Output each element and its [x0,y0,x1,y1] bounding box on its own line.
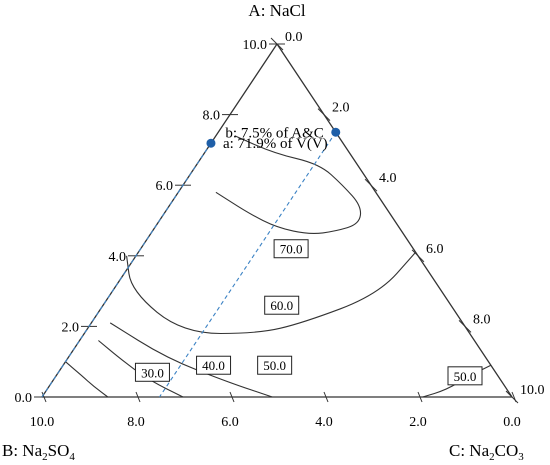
contour-label-box [134,362,170,382]
right-axis-tick [458,320,472,333]
contour-label-box [257,355,293,375]
right-axis-tick-label: 6.0 [426,242,444,257]
b-axis-tick [229,391,235,403]
dashed-guides [41,131,337,398]
contours: 70.0 60.0 50.0 50.0 40.0 30.0 [65,135,492,398]
contour-label: 50.0 [263,358,286,373]
dashed-guide-line [41,142,212,398]
b-axis-tick-label: 6.0 [221,415,239,430]
b-axis-tick [417,391,423,403]
right-axis-tick-label: 2.0 [332,101,350,116]
b-axis-tick [323,391,329,403]
vertex-label-A: A: NaCl [248,1,305,20]
left-axis-tick-label: 6.0 [156,179,174,194]
contour-label-box [447,366,483,386]
left-axis-tick-label: 0.0 [15,391,33,406]
right-axis-tick [270,37,284,51]
left-axis-tick-label: 10.0 [243,38,268,53]
left-axis-tick-label: 4.0 [109,250,127,265]
left-axis-tick-label: 2.0 [62,320,80,335]
contour-label: 60.0 [270,298,293,313]
right-axis-tick-label: 0.0 [285,30,303,45]
contour-line [65,361,109,398]
contour-label: 40.0 [202,358,225,373]
right-axis-tick-label: 10.0 [520,383,545,398]
vertex-label-B: B: Na2SO4 [2,441,75,463]
point-b-marker [331,127,341,137]
right-axis-tick [364,178,378,192]
contour-line [109,322,273,398]
right-axis-tick-label: 4.0 [379,171,397,186]
contour-label: 70.0 [280,242,303,257]
contour-label: 50.0 [454,369,477,384]
contour-line [126,251,417,335]
dashed-guide-line [159,131,337,398]
contour-label: 30.0 [141,365,164,380]
right-axis-tick [505,390,519,404]
right-edge [276,43,513,398]
b-axis-tick [135,391,141,403]
right-axis-tick-label: 8.0 [473,312,491,327]
contour-line [215,135,362,234]
point-b-label: b: 7.5% of A&C [225,125,323,141]
contour-label-box [196,355,232,375]
point-a-marker [206,138,216,148]
b-axis-tick-label: 4.0 [315,415,333,430]
b-axis-tick-label: 0.0 [503,415,521,430]
vertex-label-C: C: Na2CO3 [449,441,524,463]
axis-ticks: 10.0 8.0 6.0 4.0 2.0 0.0 10.0 8.0 6.0 4.0 2.0 0.0 0.… [15,30,545,430]
point-a-label: a: 71.9% of V(V) [223,136,328,152]
left-axis-tick-label: 8.0 [203,109,221,124]
contour-label-box [264,295,300,315]
data-points: b: 7.5% of A&Ca: 71.9% of V(V) [206,125,341,152]
b-axis-tick-label: 8.0 [127,415,145,430]
b-axis-tick-label: 2.0 [409,415,427,430]
b-axis-tick-label: 10.0 [30,415,55,430]
right-axis-tick [317,108,331,121]
right-axis-tick [411,249,425,263]
contour-label-box [273,239,309,259]
